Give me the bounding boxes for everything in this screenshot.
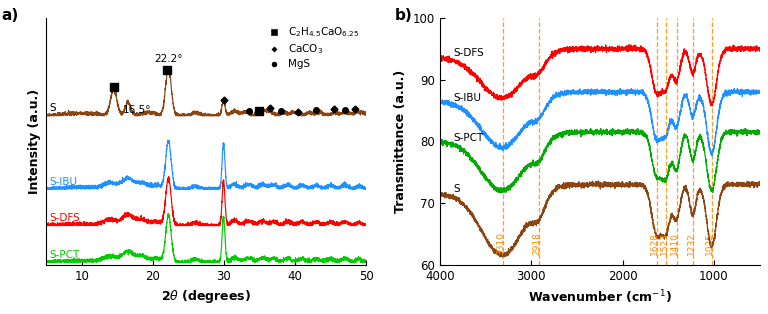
Y-axis label: Transmittance (a.u.): Transmittance (a.u.)	[394, 70, 407, 213]
Text: S-PCT: S-PCT	[50, 250, 80, 260]
Text: b): b)	[395, 8, 413, 23]
Text: 3310: 3310	[497, 232, 505, 255]
Text: 1523: 1523	[660, 233, 669, 255]
Text: S-IBU: S-IBU	[50, 177, 78, 187]
Text: 16.5°: 16.5°	[123, 105, 151, 115]
Text: S: S	[454, 184, 460, 194]
Text: 22.2°: 22.2°	[154, 54, 183, 64]
Text: 1232: 1232	[687, 233, 696, 255]
Text: 2918: 2918	[532, 233, 541, 255]
X-axis label: Wavenumber (cm$^{-1}$): Wavenumber (cm$^{-1}$)	[528, 288, 672, 306]
Y-axis label: Intensity (a.u.): Intensity (a.u.)	[28, 89, 41, 194]
Text: 1025: 1025	[705, 233, 714, 255]
Text: a): a)	[2, 8, 18, 23]
Text: S-IBU: S-IBU	[454, 93, 482, 103]
Text: 1628: 1628	[650, 233, 659, 255]
Text: S-DFS: S-DFS	[454, 48, 485, 58]
Text: S: S	[50, 103, 56, 113]
Text: S-DFS: S-DFS	[50, 213, 81, 223]
X-axis label: 2$\theta$ (degrees): 2$\theta$ (degrees)	[161, 288, 251, 305]
Text: 1410: 1410	[670, 233, 679, 255]
Text: S-PCT: S-PCT	[454, 133, 484, 143]
Legend: $\mathsf{C_2H_{4.5}CaO_{6.25}}$, $\mathsf{CaCO_3}$, MgS: $\mathsf{C_2H_{4.5}CaO_{6.25}}$, $\maths…	[262, 23, 361, 71]
